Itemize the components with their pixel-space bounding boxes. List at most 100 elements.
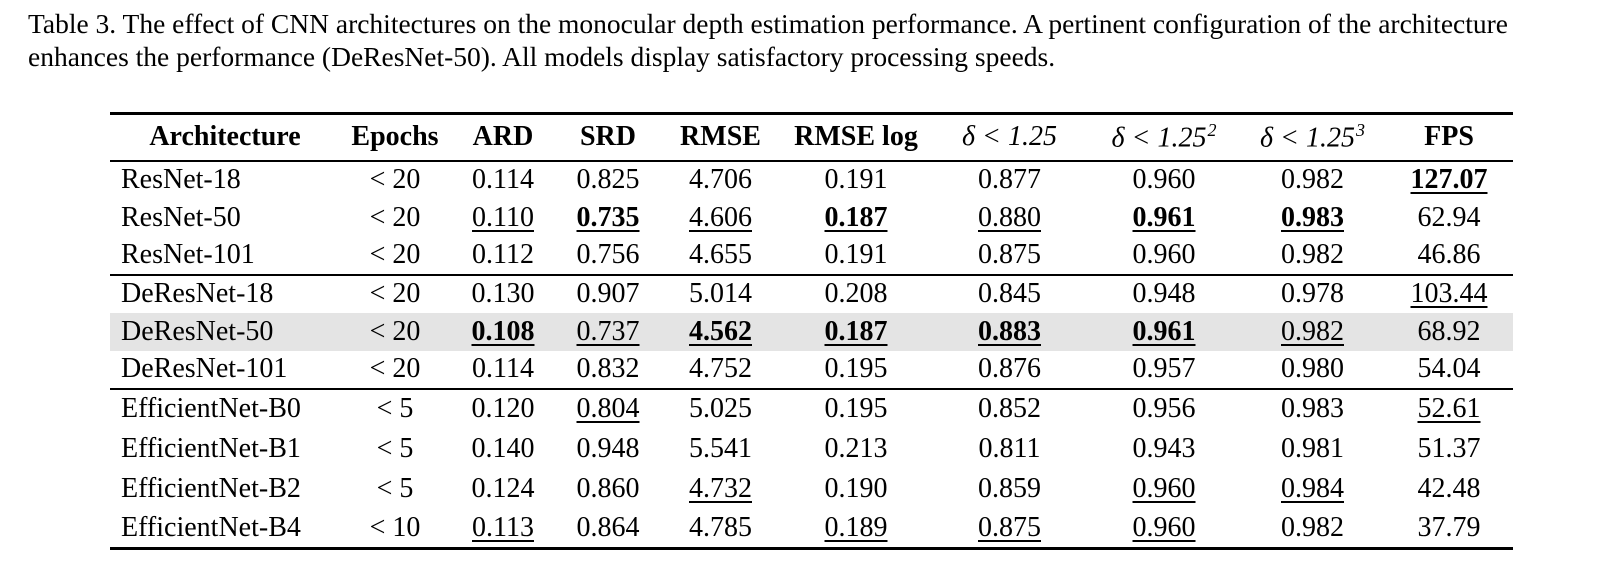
value-cell: < 20 [369, 278, 421, 309]
value-cell: 0.190 [824, 472, 888, 504]
col-header-architecture: Architecture [149, 121, 301, 153]
value-cell: 4.752 [689, 353, 752, 384]
value-cell: 0.737 [556, 312, 660, 351]
value-cell: 0.860 [576, 472, 640, 504]
value-cell: 0.110 [472, 201, 534, 233]
value-cell: 62.94 [1417, 201, 1481, 233]
value-cell: < 20 [369, 353, 421, 384]
superscript-2: 2 [1207, 120, 1217, 141]
value-cell: 0.957 [1132, 353, 1196, 384]
table-row-resnet-101: ResNet-101 < 20 0.112 0.756 4.655 0.191 0.875 0… [110, 237, 1513, 275]
value-cell: 0.825 [576, 164, 640, 195]
value-cell: < 5 [376, 432, 414, 464]
value-cell: 42.48 [1417, 472, 1481, 504]
table-row-deresnet-18: DeResNet-18 < 20 0.130 0.907 5.014 0.208 0.845… [110, 275, 1513, 313]
value-cell: 0.982 [1281, 511, 1344, 543]
table-row-resnet-50: ResNet-50 < 20 0.110 0.735 4.606 0.187 0.880 0.… [110, 199, 1513, 237]
value-cell: 0.876 [978, 353, 1041, 384]
value-cell: 4.655 [689, 239, 752, 270]
value-cell: 5.014 [689, 278, 752, 309]
col-header-delta-1: δ < 1.25 [962, 121, 1057, 153]
col-header-srd: SRD [579, 121, 636, 153]
architecture-cell: DeResNet-18 [121, 278, 274, 309]
value-cell: 0.140 [471, 432, 535, 464]
value-cell: 0.982 [1281, 239, 1344, 270]
architecture-cell: ResNet-50 [121, 201, 241, 233]
value-cell: < 20 [369, 164, 421, 195]
value-cell: 0.859 [978, 472, 1041, 504]
table-row-efficientnet-b2: EfficientNet-B2 < 5 0.124 0.860 4.732 0.190 0.… [110, 469, 1513, 509]
value-cell: 0.960 [1132, 472, 1196, 504]
value-cell: 103.44 [1410, 278, 1488, 309]
value-cell: 0.108 [450, 312, 556, 351]
value-cell: 0.735 [576, 201, 640, 233]
table-row-resnet-18: ResNet-18 < 20 0.114 0.825 4.706 0.191 0.877 0.… [110, 161, 1513, 199]
value-cell: 5.025 [689, 393, 752, 424]
table-row-efficientnet-b0: EfficientNet-B0 < 5 0.120 0.804 5.025 0.195 0.… [110, 389, 1513, 429]
value-cell: < 5 [376, 472, 414, 504]
value-cell: 0.956 [1132, 393, 1196, 424]
architecture-cell: EfficientNet-B4 [121, 511, 301, 543]
value-cell: 0.114 [472, 353, 534, 384]
value-cell: 0.983 [1281, 393, 1344, 424]
value-cell: 0.811 [978, 432, 1041, 464]
value-cell: 0.191 [824, 164, 888, 195]
value-cell: 37.79 [1417, 511, 1481, 543]
value-cell: 0.961 [1088, 312, 1240, 351]
value-cell: 52.61 [1417, 393, 1481, 424]
results-table: Architecture Epochs ARD SRD RMSE RMSE lo… [110, 112, 1513, 550]
group-deresnet: DeResNet-18 < 20 0.130 0.907 5.014 0.208 0.845… [110, 274, 1513, 389]
group-efficientnet: EfficientNet-B0 < 5 0.120 0.804 5.025 0.195 0.… [110, 388, 1513, 549]
table-row-deresnet-101: DeResNet-101 < 20 0.114 0.832 4.752 0.195 0.87… [110, 351, 1513, 389]
value-cell: 127.07 [1410, 164, 1488, 195]
superscript-3: 3 [1355, 120, 1365, 141]
value-cell: 0.852 [978, 393, 1041, 424]
value-cell: 0.961 [1132, 201, 1196, 233]
value-cell: 0.960 [1132, 511, 1196, 543]
value-cell: 0.195 [824, 353, 888, 384]
value-cell: < 20 [369, 239, 421, 270]
table-row-deresnet-50: DeResNet-50 < 20 0.108 0.737 4.562 0.187 0.883… [110, 312, 1513, 351]
value-cell: < 10 [369, 511, 421, 543]
value-cell: 51.37 [1417, 432, 1481, 464]
value-cell: 0.984 [1281, 472, 1344, 504]
value-cell: 0.875 [978, 239, 1041, 270]
value-cell: 5.541 [689, 432, 752, 464]
value-cell: < 5 [376, 393, 414, 424]
caption-line-1: Table 3. The effect of CNN architectures… [28, 8, 1508, 39]
value-cell: 0.756 [576, 239, 640, 270]
value-cell: 0.948 [1132, 278, 1196, 309]
value-cell: 0.112 [472, 239, 534, 270]
header-row: Architecture Epochs ARD SRD RMSE RMSE lo… [110, 114, 1513, 161]
value-cell: 0.113 [472, 511, 534, 543]
col-header-ard: ARD [472, 121, 534, 153]
value-cell: 0.880 [978, 201, 1041, 233]
value-cell: 0.978 [1281, 278, 1344, 309]
value-cell: 0.948 [576, 432, 640, 464]
architecture-cell: EfficientNet-B0 [121, 393, 301, 424]
value-cell: 0.883 [931, 312, 1088, 351]
value-cell: 0.960 [1132, 164, 1196, 195]
value-cell: 0.187 [824, 201, 888, 233]
value-cell: 0.980 [1281, 353, 1344, 384]
architecture-cell: ResNet-18 [121, 164, 241, 195]
table-caption: Table 3. The effect of CNN architectures… [28, 7, 1608, 73]
value-cell: 0.907 [576, 278, 640, 309]
caption-line-2: enhances the performance (DeResNet-50). … [28, 41, 1056, 72]
value-cell: 0.130 [471, 278, 535, 309]
value-cell: 0.189 [824, 511, 888, 543]
value-cell: 0.982 [1240, 312, 1385, 351]
architecture-cell: DeResNet-50 [110, 312, 340, 351]
col-header-delta-3: δ < 1.253 [1260, 120, 1365, 154]
value-cell: 0.943 [1132, 432, 1196, 464]
col-header-rmse: RMSE [680, 121, 761, 153]
value-cell: 68.92 [1385, 312, 1513, 351]
value-cell: 54.04 [1417, 353, 1481, 384]
value-cell: 0.982 [1281, 164, 1344, 195]
value-cell: 4.562 [660, 312, 781, 351]
value-cell: 46.86 [1417, 239, 1481, 270]
value-cell: 0.191 [824, 239, 888, 270]
value-cell: 0.124 [471, 472, 535, 504]
value-cell: 4.785 [689, 511, 752, 543]
